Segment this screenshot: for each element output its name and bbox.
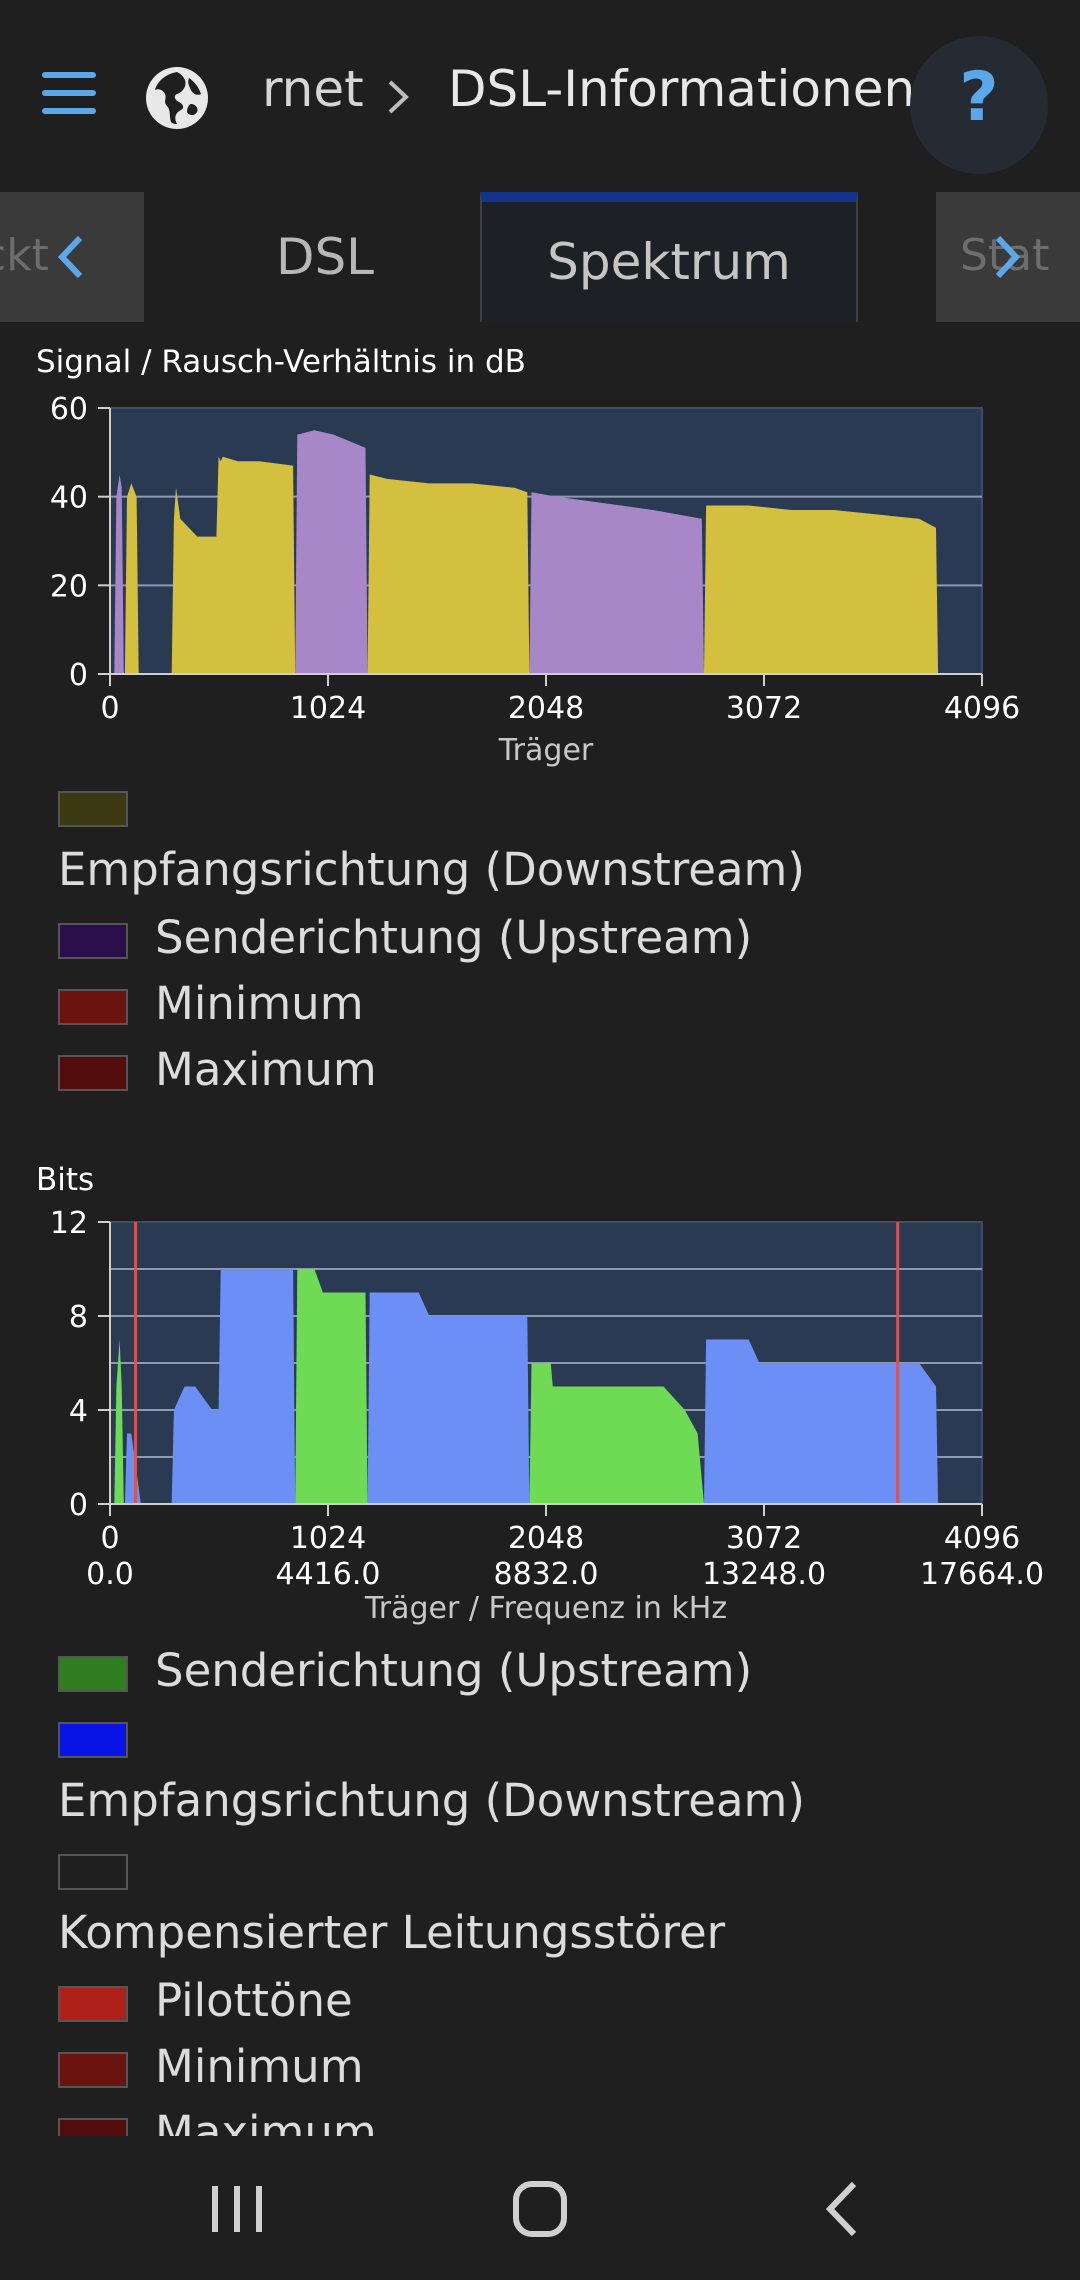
breadcrumb-parent[interactable]: rnet xyxy=(262,60,364,118)
legend-label: Senderichtung (Upstream) xyxy=(155,1644,753,1697)
legend-swatch xyxy=(58,1854,128,1890)
series-0-area-0 xyxy=(114,474,124,674)
legend-label: Minimum xyxy=(155,977,364,1030)
legend-swatch xyxy=(58,1722,128,1758)
legend-label: Minimum xyxy=(155,2040,364,2093)
tab-scroll-right-button[interactable]: Stat xyxy=(936,192,1080,322)
series-1-area-0 xyxy=(124,483,139,674)
legend-label: Empfangsrichtung (Downstream) xyxy=(58,1774,805,1827)
legend-swatch xyxy=(58,2052,128,2088)
x-tick-label: 2048 xyxy=(508,1521,584,1556)
back-icon[interactable] xyxy=(822,2180,862,2238)
series-0-area-2 xyxy=(529,1363,704,1504)
series-0-area-2 xyxy=(529,492,704,674)
x-tick-label: 2048 xyxy=(508,691,584,726)
hamburger-menu-icon[interactable] xyxy=(38,62,102,114)
y-tick-label: 40 xyxy=(50,481,88,516)
series-0-area-1 xyxy=(295,430,368,674)
series-1-area-3 xyxy=(704,1339,939,1504)
series-1-area-2 xyxy=(367,474,530,674)
y-tick-label: 4 xyxy=(69,1394,88,1429)
legend-swatch xyxy=(58,989,128,1025)
y-tick-label: 8 xyxy=(69,1300,88,1335)
snr-chart: 0 20 40 60 0 1024 2048 3072 4096 Träger xyxy=(50,392,1020,768)
legend-swatch xyxy=(58,1986,128,2022)
help-button[interactable]: ? xyxy=(910,36,1048,174)
y-tick-label: 60 xyxy=(50,392,88,427)
x-tick-label: 1024 xyxy=(290,691,366,726)
x-tick-label-frequency: 4416.0 xyxy=(276,1557,381,1592)
x-tick-label: 1024 xyxy=(290,1521,366,1556)
x-tick-label: 3072 xyxy=(726,691,802,726)
top-app-bar: rnet DSL-Informationen ? xyxy=(0,0,1080,190)
globe-icon[interactable] xyxy=(143,64,211,132)
x-axis-label: Träger / Frequenz in kHz xyxy=(364,1591,727,1626)
series-0-area-0 xyxy=(114,1339,124,1504)
chevron-right-icon xyxy=(995,235,1021,279)
x-axis-label: Träger xyxy=(498,733,594,768)
tab-scroll-left-button[interactable]: ckt xyxy=(0,192,144,322)
legend-label: Pilottöne xyxy=(155,1974,353,2027)
x-tick-label-frequency: 13248.0 xyxy=(702,1557,826,1592)
x-tick-label-frequency: 0.0 xyxy=(86,1557,134,1592)
home-icon[interactable] xyxy=(512,2180,568,2238)
tab-spektrum[interactable]: Spektrum xyxy=(480,192,858,322)
series-1-area-3 xyxy=(704,505,939,674)
recent-apps-icon[interactable] xyxy=(210,2182,266,2236)
tab-dsl[interactable]: DSL xyxy=(275,228,375,286)
x-tick-label: 0 xyxy=(100,691,119,726)
series-1-area-2 xyxy=(367,1292,530,1504)
legend-swatch xyxy=(58,1055,128,1091)
bits-chart: 0481200.010244416.020488832.0307213248.0… xyxy=(50,1206,1044,1626)
chevron-left-icon xyxy=(57,235,83,279)
help-icon: ? xyxy=(959,58,999,137)
tab-ghost-left: ckt xyxy=(0,230,49,281)
page-title: DSL-Informationen xyxy=(448,60,916,118)
snr-chart-title: Signal / Rausch-Verhältnis in dB xyxy=(36,344,526,380)
y-tick-label: 12 xyxy=(50,1206,88,1241)
series-1-area-1 xyxy=(171,456,296,674)
legend-swatch xyxy=(58,923,128,959)
legend-swatch xyxy=(58,791,128,827)
legend-label: Kompensierter Leitungsstörer xyxy=(58,1906,726,1959)
system-navigation-bar xyxy=(0,2136,1080,2280)
x-tick-label: 4096 xyxy=(944,1521,1020,1556)
legend-label: Maximum xyxy=(155,1043,377,1096)
tab-bar: ckt DSL Spektrum Stat xyxy=(0,192,1080,324)
bits-chart-title: Bits xyxy=(36,1162,95,1198)
series-1-area-1 xyxy=(171,1269,296,1504)
y-tick-label: 0 xyxy=(69,658,88,693)
x-tick-label: 3072 xyxy=(726,1521,802,1556)
chevron-right-icon xyxy=(388,80,409,114)
legend-label: Empfangsrichtung (Downstream) xyxy=(58,843,805,896)
series-0-area-1 xyxy=(295,1269,368,1504)
x-tick-label-frequency: 8832.0 xyxy=(494,1557,599,1592)
legend-swatch xyxy=(58,1656,128,1692)
x-tick-label: 4096 xyxy=(944,691,1020,726)
y-tick-label: 0 xyxy=(69,1488,88,1523)
y-tick-label: 20 xyxy=(50,569,88,604)
x-tick-label-frequency: 17664.0 xyxy=(920,1557,1044,1592)
x-tick-label: 0 xyxy=(100,1521,119,1556)
legend-label: Senderichtung (Upstream) xyxy=(155,911,753,964)
